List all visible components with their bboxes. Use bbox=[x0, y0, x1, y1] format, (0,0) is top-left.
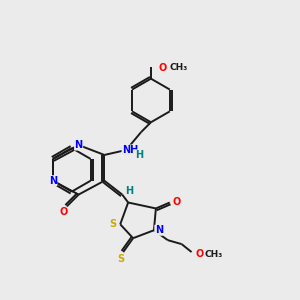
Text: O: O bbox=[195, 249, 204, 259]
Text: O: O bbox=[159, 63, 167, 73]
Text: CH₃: CH₃ bbox=[204, 250, 223, 259]
Text: O: O bbox=[172, 196, 181, 206]
Text: N: N bbox=[49, 176, 57, 186]
Text: S: S bbox=[110, 219, 117, 229]
Text: O: O bbox=[60, 207, 68, 218]
Text: N: N bbox=[75, 140, 83, 150]
Text: H: H bbox=[135, 150, 143, 160]
Text: S: S bbox=[118, 254, 125, 264]
Text: CH₃: CH₃ bbox=[169, 63, 188, 72]
Text: NH: NH bbox=[122, 145, 138, 155]
Text: H: H bbox=[125, 186, 133, 196]
Text: N: N bbox=[155, 225, 163, 235]
